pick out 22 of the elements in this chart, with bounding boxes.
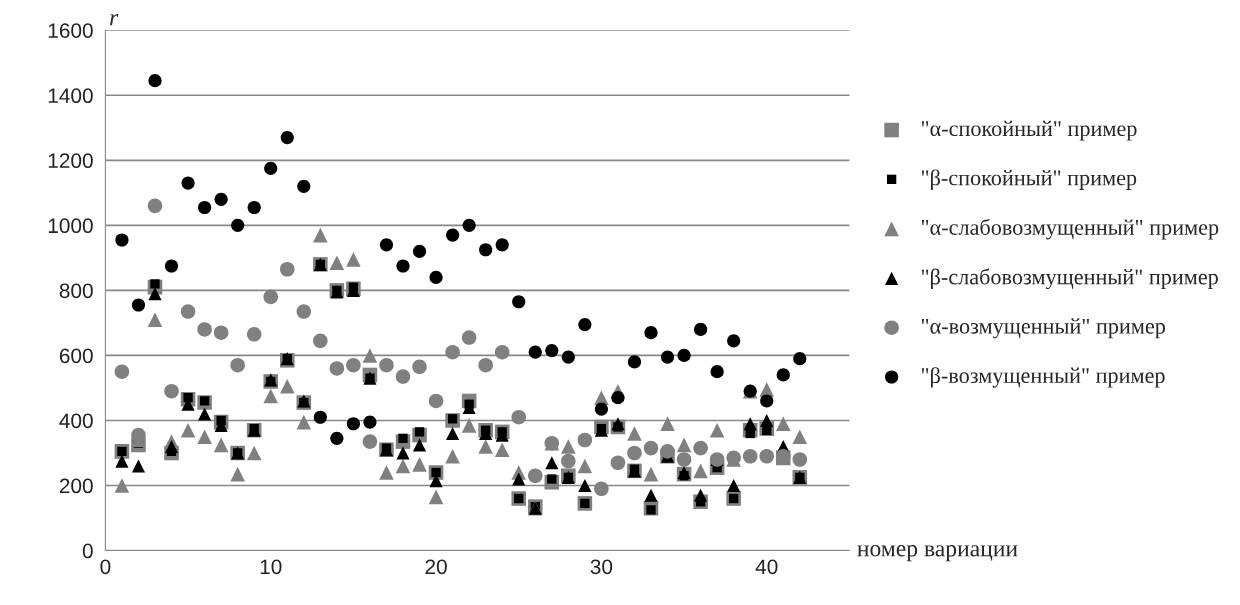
x-tick-label: 0 bbox=[100, 559, 111, 575]
y-tick-label: 600 bbox=[59, 348, 93, 364]
y-tick-label: 1400 bbox=[48, 88, 93, 104]
y-tick-label: 200 bbox=[59, 478, 93, 494]
y-tick-label: 1000 bbox=[48, 218, 93, 234]
y-tick-label: 1200 bbox=[48, 153, 93, 169]
legend-label: "β-возмущенный" пример bbox=[921, 367, 1165, 388]
y-tick-label: 1600 bbox=[48, 23, 93, 38]
legend-label: "α-спокойный" пример bbox=[921, 120, 1137, 141]
legend-label: "β-спокойный" пример bbox=[921, 169, 1137, 190]
x-tick-label: 10 bbox=[260, 559, 282, 575]
x-tick-label: 20 bbox=[425, 559, 447, 575]
legend-label: "α-слабовозмущенный" пример bbox=[921, 218, 1219, 240]
legend-label: "β-слабовозмущенный" пример bbox=[921, 268, 1218, 290]
x-tick-label: 30 bbox=[590, 559, 613, 575]
y-tick-label: 800 bbox=[59, 283, 93, 299]
x-axis-title: номер вариации bbox=[857, 545, 1018, 562]
x-tick-label: 40 bbox=[755, 559, 778, 575]
y-tick-label: 400 bbox=[59, 413, 93, 429]
y-tick-label: 0 bbox=[82, 543, 93, 559]
legend-label: "α-возмущенный" пример bbox=[921, 318, 1166, 339]
y-axis-title: r bbox=[110, 14, 119, 26]
